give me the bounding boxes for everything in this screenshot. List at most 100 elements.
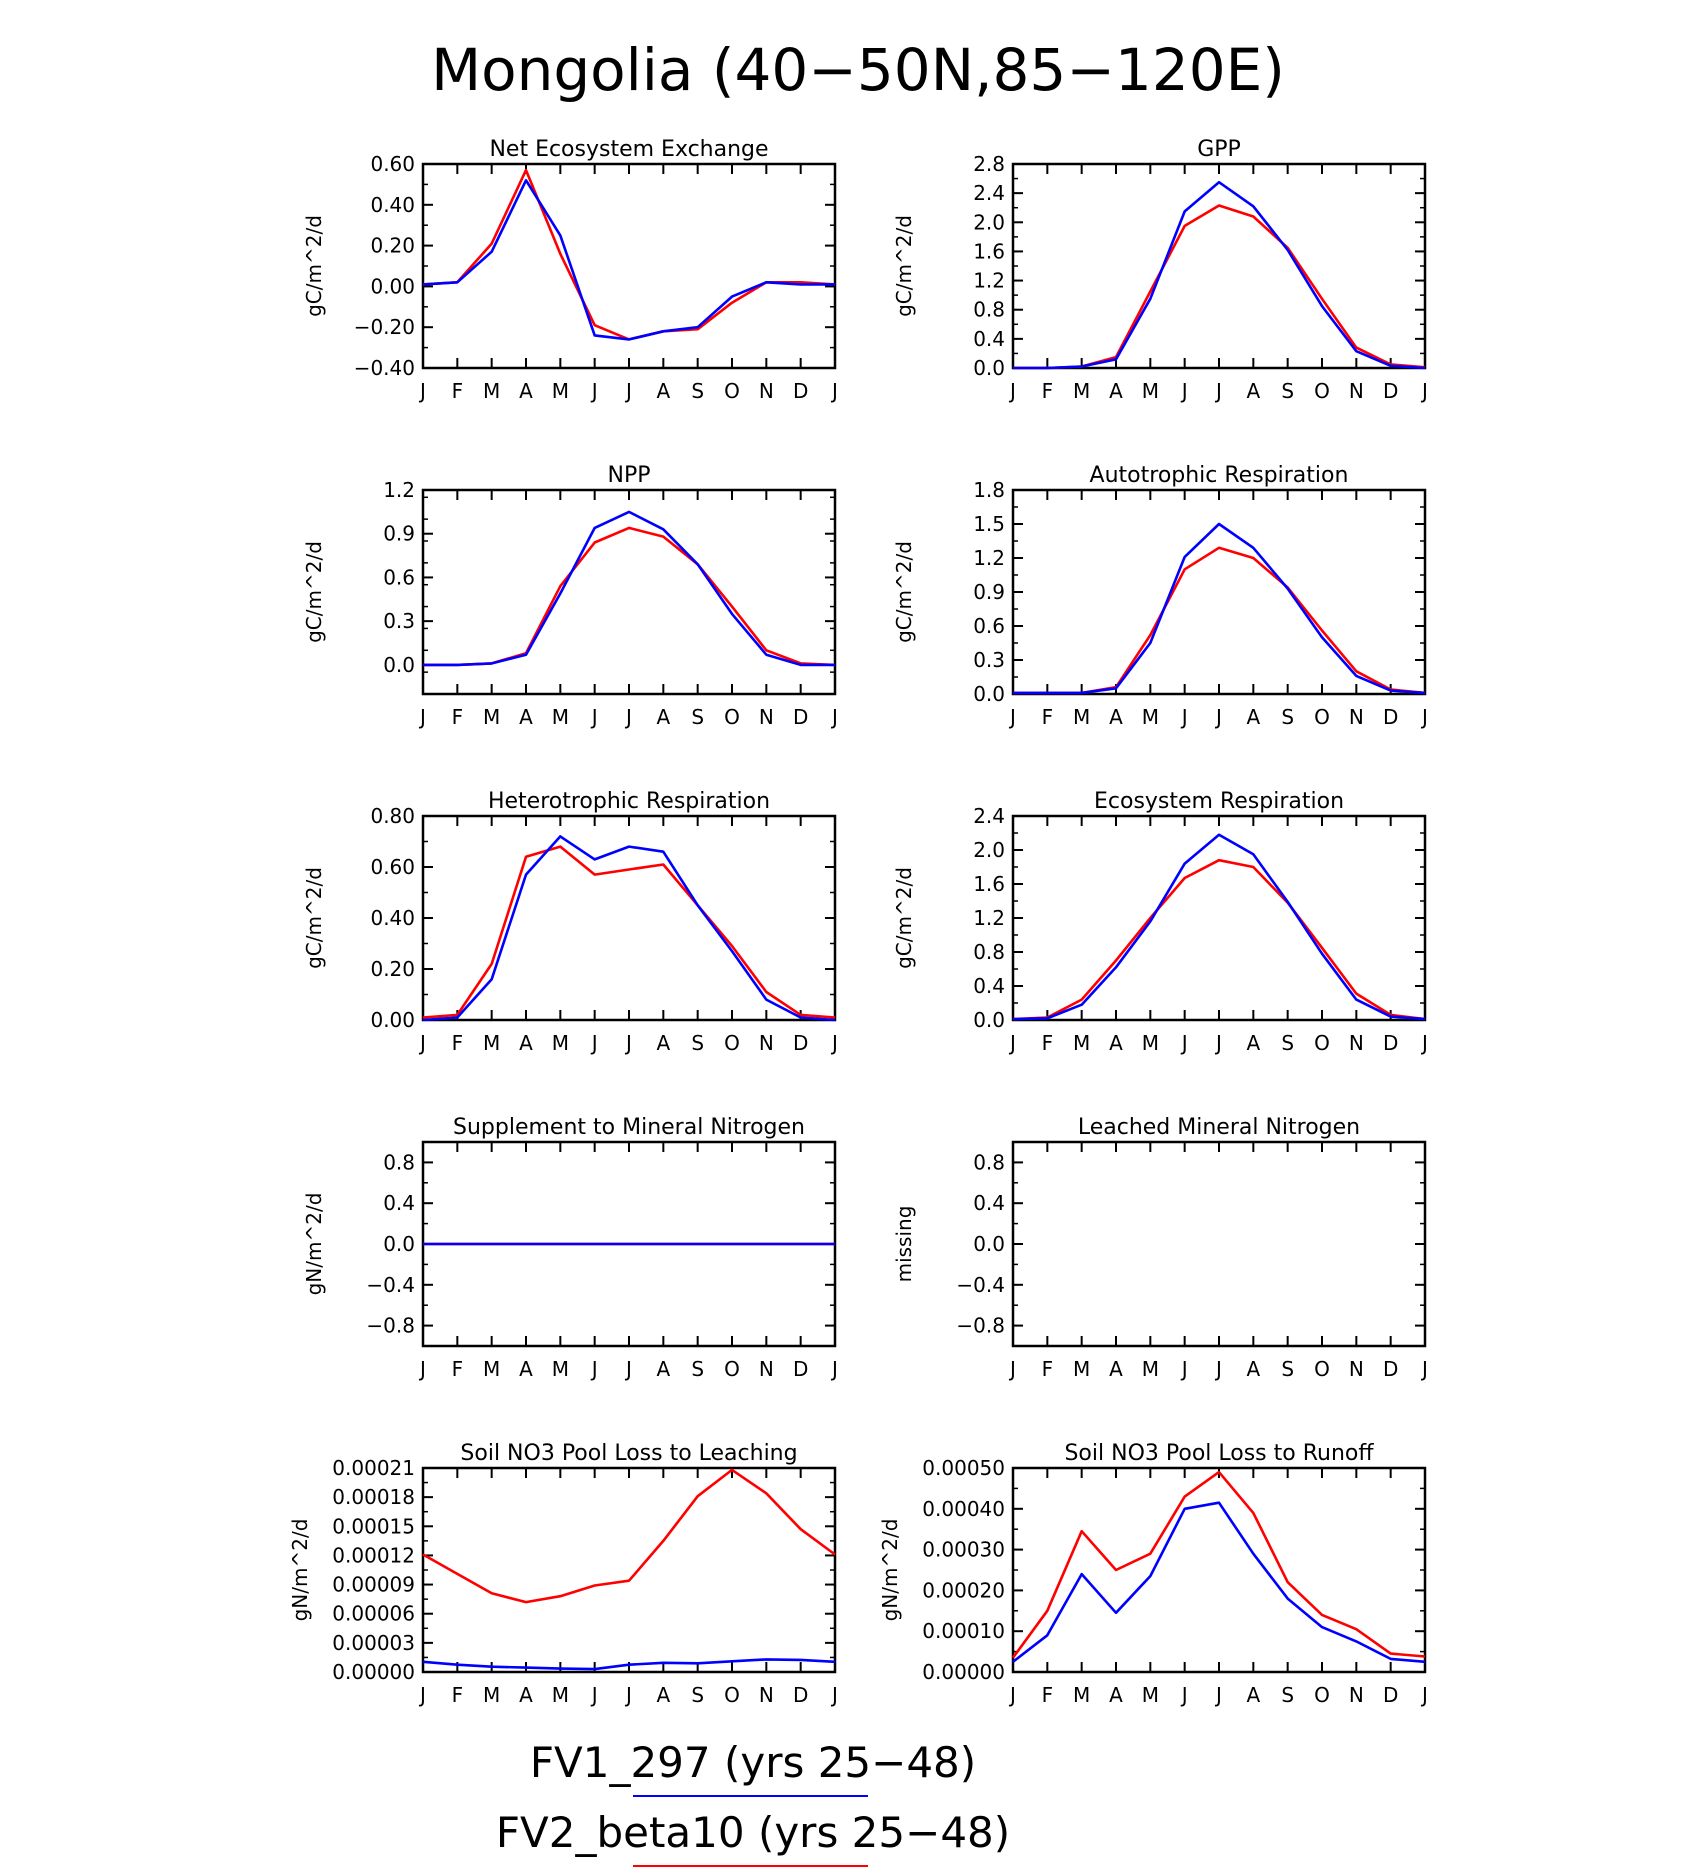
- x-tick-label: N: [759, 1357, 774, 1381]
- y-tick-label: 0.9: [973, 580, 1005, 604]
- y-tick-label: 0.4: [973, 1191, 1005, 1215]
- panel-title: GPP: [1197, 137, 1241, 162]
- x-tick-label: D: [1383, 1357, 1398, 1381]
- y-tick-label: 0.0: [383, 653, 415, 677]
- y-axis-label: missing: [892, 1206, 916, 1283]
- y-axis-label: gC/m^2/d: [892, 215, 916, 317]
- x-tick-label: J: [830, 379, 838, 403]
- y-tick-label: 0.3: [973, 648, 1005, 672]
- x-tick-label: O: [1314, 705, 1330, 729]
- panel-title: Autotrophic Respiration: [1090, 463, 1349, 488]
- y-tick-label: 0.00020: [922, 1578, 1005, 1602]
- x-tick-label: A: [1246, 379, 1260, 403]
- x-tick-label: M: [1073, 1357, 1090, 1381]
- x-tick-label: M: [1073, 379, 1090, 403]
- x-tick-label: O: [1314, 1031, 1330, 1055]
- y-tick-label: 0.00003: [332, 1631, 415, 1655]
- y-tick-label: 0.00000: [332, 1660, 415, 1684]
- x-tick-label: J: [624, 1357, 632, 1381]
- x-tick-label: M: [483, 705, 500, 729]
- x-tick-label: A: [1246, 1683, 1260, 1707]
- x-tick-label: J: [1420, 1357, 1428, 1381]
- x-tick-label: J: [1214, 1357, 1222, 1381]
- x-tick-label: J: [1180, 379, 1188, 403]
- x-tick-label: A: [1109, 1357, 1123, 1381]
- x-tick-label: F: [452, 1357, 464, 1381]
- series-line: [1012, 833, 1426, 1021]
- y-tick-label: 0.40: [370, 193, 415, 217]
- x-tick-label: M: [552, 1031, 569, 1055]
- x-tick-label: A: [656, 1357, 670, 1381]
- y-tick-label: −0.4: [366, 1273, 415, 1297]
- x-tick-label: N: [759, 705, 774, 729]
- x-tick-label: J: [590, 379, 598, 403]
- x-tick-label: A: [1109, 1031, 1123, 1055]
- series-line: [1011, 1470, 1426, 1659]
- x-tick-label: A: [656, 379, 670, 403]
- y-tick-label: 0.9: [383, 522, 415, 546]
- x-tick-label: M: [1142, 379, 1159, 403]
- series-line: [422, 845, 836, 1019]
- x-tick-label: J: [1180, 1357, 1188, 1381]
- x-tick-label: S: [691, 705, 704, 729]
- x-tick-label: J: [1420, 379, 1428, 403]
- series-line: [423, 526, 836, 667]
- y-tick-label: 0.00030: [922, 1538, 1005, 1562]
- x-tick-label: M: [552, 1357, 569, 1381]
- x-tick-label: A: [1246, 1031, 1260, 1055]
- x-tick-label: M: [552, 379, 569, 403]
- x-tick-label: N: [759, 1683, 774, 1707]
- x-tick-label: A: [519, 1031, 533, 1055]
- y-tick-label: 0.20: [370, 957, 415, 981]
- y-tick-label: 1.6: [973, 872, 1005, 896]
- y-tick-label: −0.20: [354, 315, 415, 339]
- y-tick-label: 0.00: [370, 1008, 415, 1032]
- y-tick-label: 0.0: [973, 1232, 1005, 1256]
- x-tick-label: A: [656, 1683, 670, 1707]
- series-line: [422, 168, 836, 341]
- y-axis-label: gC/m^2/d: [892, 541, 916, 643]
- x-tick-label: J: [1420, 1683, 1428, 1707]
- y-tick-label: 0.00015: [332, 1514, 415, 1538]
- x-tick-label: M: [552, 705, 569, 729]
- x-tick-label: J: [590, 705, 598, 729]
- x-tick-label: J: [1214, 1031, 1222, 1055]
- x-tick-label: D: [793, 1031, 808, 1055]
- series-line: [1013, 522, 1426, 695]
- y-tick-label: 1.2: [973, 906, 1005, 930]
- x-tick-label: S: [691, 1683, 704, 1707]
- x-tick-label: F: [452, 1031, 464, 1055]
- y-tick-label: 0.60: [370, 152, 415, 176]
- y-axis-label: gC/m^2/d: [892, 867, 916, 969]
- y-tick-label: 0.60: [370, 855, 415, 879]
- y-tick-label: 1.5: [973, 512, 1005, 536]
- x-tick-label: J: [1214, 705, 1222, 729]
- series-line: [422, 179, 835, 341]
- x-tick-label: J: [1420, 705, 1428, 729]
- x-tick-label: D: [1383, 379, 1398, 403]
- y-axis-label: gC/m^2/d: [302, 541, 326, 643]
- plot-frame: [1011, 1140, 1427, 1348]
- x-tick-label: S: [1281, 1357, 1294, 1381]
- x-tick-label: O: [1314, 1357, 1330, 1381]
- y-axis-label: gC/m^2/d: [302, 215, 326, 317]
- x-tick-label: N: [759, 1031, 774, 1055]
- x-tick-label: J: [418, 1683, 426, 1707]
- x-tick-label: F: [1042, 1357, 1054, 1381]
- x-tick-label: N: [1349, 1683, 1364, 1707]
- panel-title: Supplement to Mineral Nitrogen: [453, 1115, 805, 1140]
- y-tick-label: 0.8: [973, 1150, 1005, 1174]
- series-line: [1013, 546, 1426, 695]
- series-line: [1013, 180, 1426, 370]
- x-tick-label: J: [1008, 705, 1016, 729]
- x-tick-label: S: [1281, 1683, 1294, 1707]
- x-tick-label: M: [483, 1683, 500, 1707]
- x-tick-label: D: [793, 1683, 808, 1707]
- x-tick-label: J: [1180, 705, 1188, 729]
- x-tick-label: S: [691, 379, 704, 403]
- x-tick-label: J: [1008, 1683, 1016, 1707]
